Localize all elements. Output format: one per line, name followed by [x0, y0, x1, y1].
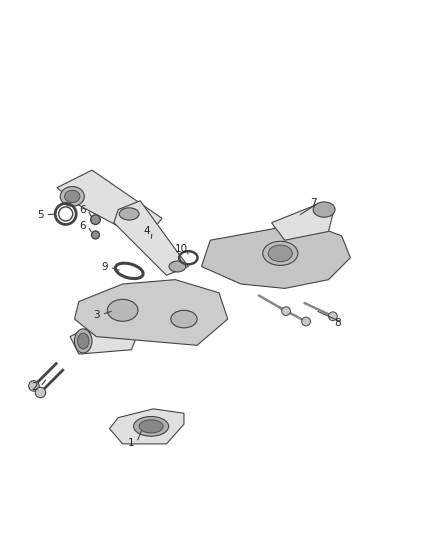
Polygon shape [74, 280, 228, 345]
Ellipse shape [107, 300, 138, 321]
Circle shape [35, 387, 46, 398]
Ellipse shape [263, 241, 298, 265]
Ellipse shape [171, 310, 197, 328]
Circle shape [282, 307, 290, 316]
Polygon shape [70, 328, 140, 354]
Text: 7: 7 [310, 198, 317, 208]
Ellipse shape [65, 190, 80, 203]
Ellipse shape [92, 231, 99, 239]
Text: 5: 5 [37, 210, 44, 220]
Ellipse shape [139, 420, 163, 433]
Polygon shape [57, 170, 162, 240]
Polygon shape [110, 409, 184, 444]
Polygon shape [114, 201, 188, 275]
Polygon shape [201, 223, 350, 288]
Text: 1: 1 [128, 438, 135, 448]
Text: 8: 8 [334, 318, 341, 328]
Circle shape [328, 312, 337, 321]
Ellipse shape [91, 215, 100, 224]
Ellipse shape [78, 333, 89, 349]
Text: 2: 2 [32, 382, 39, 392]
Text: 9: 9 [101, 262, 108, 272]
Ellipse shape [268, 245, 293, 262]
Ellipse shape [60, 187, 84, 206]
Text: 4: 4 [143, 227, 150, 237]
Ellipse shape [169, 261, 186, 272]
Text: 6: 6 [79, 221, 86, 231]
Circle shape [28, 381, 39, 391]
Ellipse shape [74, 329, 92, 353]
Polygon shape [272, 205, 333, 240]
Ellipse shape [134, 416, 169, 436]
Text: 3: 3 [93, 310, 100, 320]
Text: 6: 6 [79, 205, 86, 215]
Ellipse shape [119, 208, 139, 220]
Circle shape [302, 317, 311, 326]
Text: 10: 10 [175, 244, 188, 254]
Ellipse shape [313, 202, 335, 217]
